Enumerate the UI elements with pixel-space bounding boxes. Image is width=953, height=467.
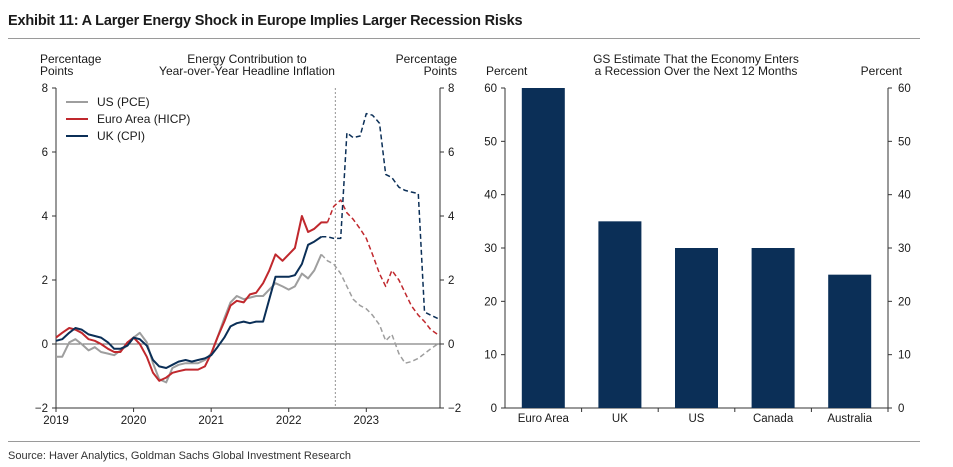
left-chart-ytick-label-left: 2 (42, 275, 48, 287)
right-chart-ytick-label-left: 60 (484, 83, 497, 95)
left-chart-xtick-label: 2022 (276, 415, 302, 427)
series-line-uk-actual (55, 235, 322, 369)
series-line-us-actual (56, 253, 323, 384)
right-chart-ytick-label-right: 0 (898, 403, 904, 415)
left-chart-ylabel-right: Points (424, 64, 457, 78)
series-line-uk-forecast (321, 112, 439, 320)
left-chart-title-line: Energy Contribution to (187, 52, 307, 66)
bar-canada (751, 248, 795, 408)
left-chart-ytick-label-right: −2 (448, 403, 461, 415)
left-chart-ytick-label-right: 8 (448, 83, 454, 95)
right-chart-ytick-label-left: 50 (484, 136, 497, 148)
legend-label-euro: Euro Area (HICP) (97, 112, 190, 126)
left-chart-ytick-label-right: 4 (448, 211, 455, 223)
top-rule (8, 38, 920, 39)
right-chart-ytick-label-left: 30 (484, 243, 497, 255)
left-chart-ylabel-left: Percentage (40, 52, 102, 66)
bar-label-australia: Australia (827, 413, 872, 425)
bar-label-canada: Canada (753, 413, 794, 425)
left-chart-ylabel-right: Percentage (396, 52, 458, 66)
left-chart-title-line: Year-over-Year Headline Inflation (159, 64, 335, 78)
bottom-rule (8, 441, 920, 442)
series-line-euro-forecast (326, 199, 439, 336)
bar-uk (598, 221, 642, 408)
left-chart-ytick-label-left: 8 (42, 83, 48, 95)
right-chart-ytick-label-left: 10 (484, 350, 497, 362)
right-chart-ytick-label-right: 60 (898, 83, 911, 95)
bar-label-uk: UK (612, 413, 628, 425)
left-chart-ytick-label-left: 6 (42, 147, 48, 159)
series-line-euro-actual (55, 215, 328, 382)
bar-us (675, 248, 718, 408)
right-chart-ylabel-right: Percent (861, 64, 903, 78)
left-chart-ytick-label-right: 6 (448, 147, 454, 159)
left-chart-ytick-label-right: 0 (448, 339, 454, 351)
left-chart-ytick-label-left: −2 (35, 403, 48, 415)
right-chart-ytick-label-right: 30 (898, 243, 911, 255)
source-note: Source: Haver Analytics, Goldman Sachs G… (8, 450, 351, 462)
legend-label-uk: UK (CPI) (97, 129, 145, 143)
right-chart-ytick-label-right: 10 (898, 350, 911, 362)
left-chart-xtick-label: 2021 (198, 415, 224, 427)
right-chart-ytick-label-right: 20 (898, 296, 911, 308)
left-chart-ytick-label-left: 4 (42, 211, 49, 223)
right-chart-title-line: a Recession Over the Next 12 Months (595, 64, 798, 78)
legend-label-us: US (PCE) (97, 95, 150, 109)
left-chart-ytick-label-right: 2 (448, 275, 454, 287)
exhibit-title: Exhibit 11: A Larger Energy Shock in Eur… (8, 13, 523, 29)
bar-australia (828, 274, 872, 408)
bar-label-us: US (689, 413, 705, 425)
left-chart-ylabel-left: Points (40, 64, 73, 78)
right-chart-title-line: GS Estimate That the Economy Enters (593, 52, 799, 66)
right-chart-ytick-label-right: 50 (898, 136, 911, 148)
series-line-us-forecast (320, 253, 439, 364)
right-chart-ytick-label-right: 40 (898, 190, 911, 202)
left-chart-xtick-label: 2020 (121, 415, 147, 427)
left-chart-ytick-label-left: 0 (42, 339, 48, 351)
bar-euro-area (521, 88, 565, 408)
right-chart-ytick-label-left: 0 (491, 403, 497, 415)
right-chart-ylabel-left: Percent (486, 64, 528, 78)
bar-label-euro-area: Euro Area (518, 413, 570, 425)
left-chart-xtick-label: 2019 (43, 415, 69, 427)
right-chart-ytick-label-left: 40 (484, 190, 497, 202)
left-chart-xtick-label: 2023 (354, 415, 380, 427)
right-chart-ytick-label-left: 20 (484, 296, 497, 308)
